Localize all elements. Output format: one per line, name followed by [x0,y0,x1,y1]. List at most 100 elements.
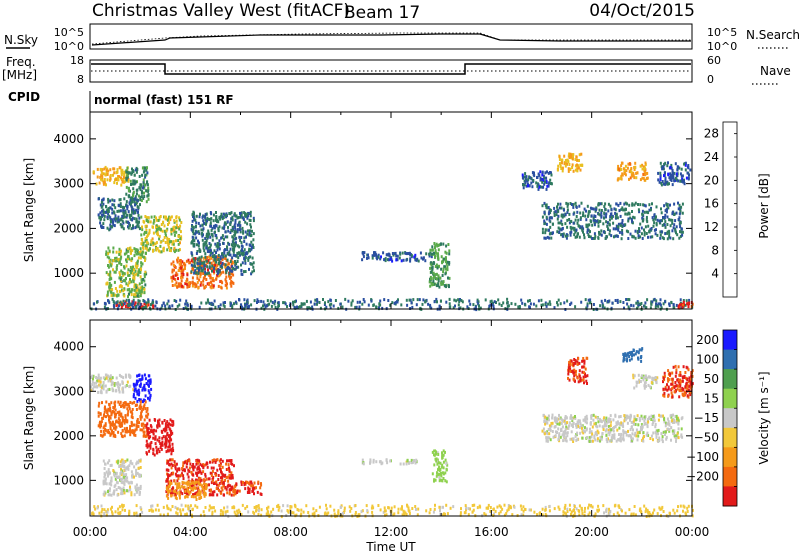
data-cell [543,201,546,205]
data-cell [603,211,606,215]
data-cell [141,428,144,432]
data-cell [359,300,361,304]
data-cell [102,180,105,184]
data-cell [196,273,199,277]
data-cell [679,303,681,307]
data-cell [669,224,672,228]
data-cell [634,513,637,517]
data-cell [122,273,125,277]
data-cell [446,265,449,269]
data-cell [621,206,624,210]
data-cell [588,210,591,214]
data-cell [144,394,147,398]
data-cell [145,239,148,242]
data-cell [198,256,201,260]
data-cell [438,264,440,268]
data-cell [112,431,114,435]
data-cell [564,234,567,238]
data-cell [673,306,676,310]
data-cell [113,305,116,309]
data-cell [109,286,112,290]
noise-right-tick-top: 10^5 [707,26,737,39]
data-cell [406,303,409,307]
data-cell [96,175,99,179]
data-cell [225,270,228,274]
data-cell [212,219,215,223]
data-cell [112,173,114,177]
data-cell [202,279,205,283]
data-cell [134,211,136,215]
data-cell [246,212,249,216]
data-cell [178,468,181,472]
data-cell [132,170,135,173]
data-cell [121,180,124,184]
data-cell [660,165,663,169]
data-cell [108,387,111,391]
data-cell [141,186,144,190]
data-cell [558,155,561,159]
data-cell [583,513,586,517]
data-cell [105,470,108,474]
data-cell [146,181,148,185]
data-cell [224,486,227,489]
data-cell [440,242,442,246]
data-cell [670,173,673,177]
data-cell [182,464,185,468]
data-cell [243,211,246,215]
data-cell [197,471,200,475]
data-cell [126,407,129,411]
data-cell [118,276,121,280]
data-cell [671,183,674,187]
data-cell [105,250,108,254]
freq-label-line1: Freq. [6,55,36,69]
data-cell [233,464,235,468]
data-cell [148,449,151,453]
data-cell [128,280,131,284]
data-cell [678,203,681,207]
data-cell [183,469,186,473]
data-cell [457,303,460,307]
data-cell [136,261,139,265]
data-cell [644,163,647,167]
data-cell [448,302,451,306]
data-cell [506,301,509,305]
data-cell [181,260,184,264]
data-cell [154,442,157,446]
data-cell [169,489,172,493]
data-cell [188,491,191,495]
data-cell [212,506,215,510]
data-cell [186,278,189,282]
data-cell [197,491,200,495]
data-cell [630,167,633,170]
data-cell [129,459,132,463]
data-cell [221,265,223,269]
data-cell [105,183,107,187]
data-cell [167,299,170,303]
data-cell [105,482,108,486]
data-cell [667,173,670,177]
data-cell [135,166,138,170]
data-cell [137,299,140,303]
data-cell [191,241,194,244]
data-cell [216,242,219,245]
data-cell [222,301,225,305]
data-cell [204,252,207,256]
data-cell [681,177,684,181]
data-cell [220,486,223,490]
data-cell [228,468,231,472]
data-cell [172,240,175,244]
data-cell [110,283,113,287]
data-cell [624,212,627,216]
data-cell [132,388,135,392]
data-cell [574,158,577,161]
data-cell [242,216,245,220]
data-cell [231,304,234,308]
data-cell [118,253,121,256]
data-cell [249,214,252,218]
data-cell [128,509,131,513]
data-cell [613,235,615,239]
data-cell [223,237,225,241]
data-cell [97,424,100,428]
data-cell [170,276,173,280]
data-cell [243,298,246,302]
